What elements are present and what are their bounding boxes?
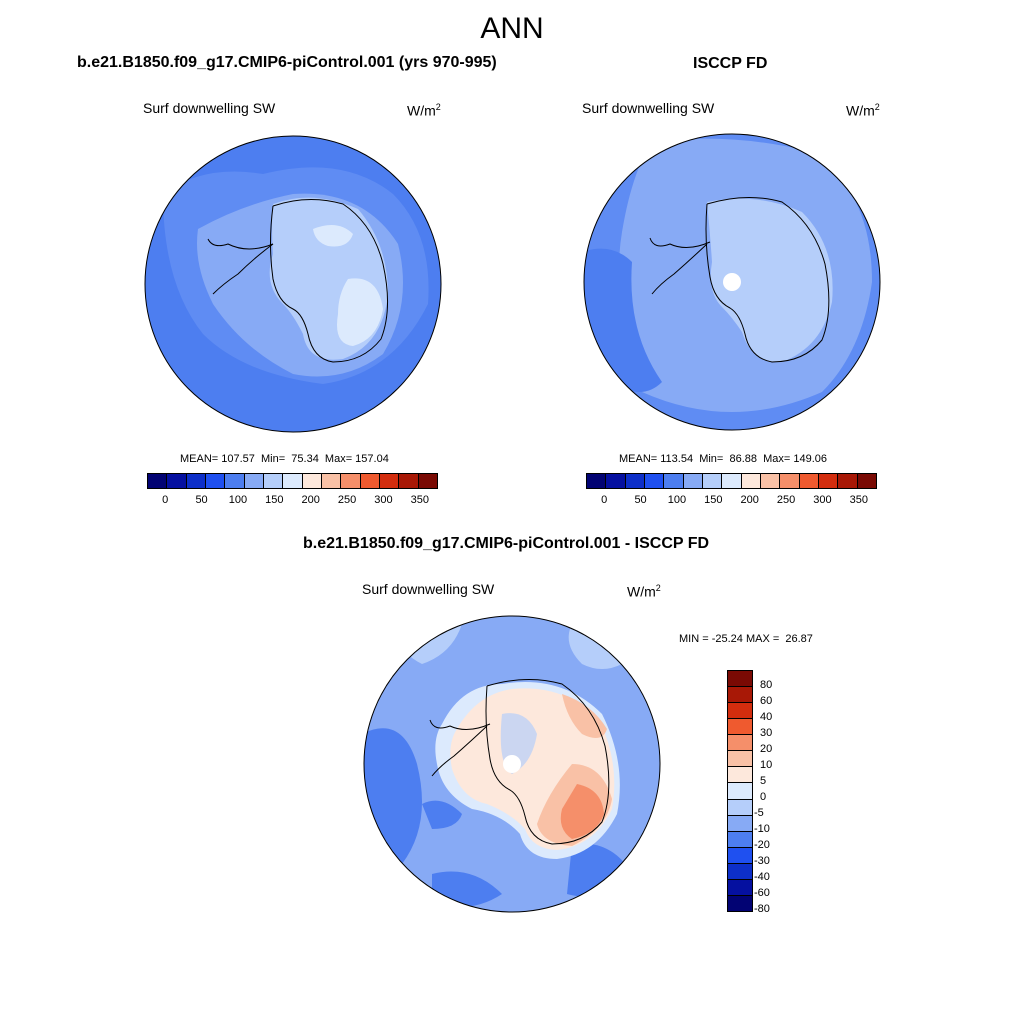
colorbar-swatch — [625, 474, 645, 488]
right-units-label: W/m2 — [846, 102, 880, 119]
colorbar-swatch — [728, 751, 752, 768]
colorbar-swatch — [728, 847, 752, 864]
colorbar-tick-label: 40 — [760, 711, 773, 723]
right-colorbar — [586, 473, 877, 489]
diff-colorbar — [727, 670, 753, 912]
colorbar-swatch — [728, 767, 752, 784]
colorbar-swatch — [702, 474, 723, 488]
colorbar-swatch — [728, 863, 752, 880]
colorbar-swatch — [341, 474, 361, 488]
colorbar-tick-label: 50 — [195, 494, 208, 506]
colorbar-tick-label: 200 — [740, 494, 759, 506]
colorbar-swatch — [728, 895, 752, 911]
colorbar-swatch — [186, 474, 206, 488]
colorbar-tick-label: 350 — [849, 494, 868, 506]
colorbar-swatch — [760, 474, 781, 488]
colorbar-tick-label: 0 — [601, 494, 608, 506]
colorbar-swatch — [321, 474, 342, 488]
colorbar-tick-label: 50 — [634, 494, 647, 506]
colorbar-tick-label: 350 — [410, 494, 429, 506]
colorbar-swatch — [360, 474, 380, 488]
diff-variable-label: Surf downwelling SW — [362, 581, 495, 597]
right-variable-label: Surf downwelling SW — [582, 100, 715, 116]
colorbar-tick-label: 100 — [667, 494, 687, 506]
colorbar-tick-label: 150 — [704, 494, 723, 506]
colorbar-tick-label: -10 — [754, 823, 770, 835]
colorbar-swatch — [818, 474, 839, 488]
right-polar-map — [583, 133, 881, 431]
left-units-label: W/m2 — [407, 102, 441, 119]
colorbar-swatch — [379, 474, 400, 488]
colorbar-tick-label: -20 — [754, 839, 770, 851]
left-panel-title: b.e21.B1850.f09_g17.CMIP6-piControl.001 … — [77, 54, 497, 71]
colorbar-tick-label: 200 — [301, 494, 320, 506]
colorbar-tick-label: 250 — [337, 494, 357, 506]
colorbar-swatch — [606, 474, 626, 488]
colorbar-tick-label: 0 — [760, 791, 767, 803]
colorbar-swatch — [225, 474, 245, 488]
colorbar-swatch — [728, 719, 752, 736]
colorbar-swatch — [644, 474, 665, 488]
colorbar-swatch — [283, 474, 303, 488]
diff-stats: MIN = -25.24 MAX = 26.87 — [679, 633, 813, 645]
colorbar-swatch — [728, 799, 752, 816]
colorbar-swatch — [302, 474, 322, 488]
colorbar-tick-label: 150 — [265, 494, 284, 506]
colorbar-swatch — [728, 703, 752, 720]
colorbar-tick-label: 10 — [760, 759, 773, 771]
colorbar-swatch — [205, 474, 226, 488]
colorbar-swatch — [799, 474, 819, 488]
colorbar-swatch — [857, 474, 876, 488]
main-title: ANN — [480, 12, 544, 45]
colorbar-swatch — [418, 474, 437, 488]
colorbar-swatch — [587, 474, 607, 488]
colorbar-swatch — [244, 474, 264, 488]
colorbar-tick-label: 300 — [813, 494, 832, 506]
colorbar-swatch — [728, 831, 752, 848]
colorbar-tick-label: 5 — [760, 775, 767, 787]
colorbar-swatch — [838, 474, 858, 488]
diff-colorbar-ticks: 80 60 40 30 20 10 5 0 -5 -10 -20 -30 -40 -60 -80 — [754, 670, 800, 915]
colorbar-swatch — [728, 815, 752, 832]
colorbar-tick-label: -30 — [754, 855, 770, 867]
colorbar-swatch — [728, 671, 752, 688]
left-colorbar-ticks: 0 50 100 150 200 250 300 350 — [147, 494, 438, 508]
colorbar-swatch — [728, 687, 752, 704]
colorbar-swatch — [728, 735, 752, 752]
colorbar-swatch — [399, 474, 419, 488]
colorbar-tick-label: 0 — [162, 494, 169, 506]
colorbar-tick-label: 30 — [760, 727, 773, 739]
colorbar-swatch — [683, 474, 703, 488]
colorbar-swatch — [148, 474, 168, 488]
colorbar-tick-label: -40 — [754, 871, 770, 883]
left-colorbar — [147, 473, 438, 489]
right-panel-title: ISCCP FD — [693, 55, 768, 72]
colorbar-tick-label: 100 — [228, 494, 248, 506]
left-variable-label: Surf downwelling SW — [143, 100, 276, 116]
colorbar-tick-label: 250 — [776, 494, 796, 506]
colorbar-tick-label: -80 — [754, 903, 770, 915]
diff-units-label: W/m2 — [627, 583, 661, 600]
colorbar-swatch — [741, 474, 761, 488]
colorbar-swatch — [263, 474, 284, 488]
colorbar-tick-label: -5 — [754, 807, 764, 819]
colorbar-swatch — [728, 783, 752, 800]
colorbar-swatch — [780, 474, 800, 488]
left-polar-map — [144, 135, 442, 433]
colorbar-tick-label: 300 — [374, 494, 393, 506]
colorbar-tick-label: 80 — [760, 679, 773, 691]
colorbar-swatch — [664, 474, 684, 488]
colorbar-tick-label: 60 — [760, 695, 773, 707]
colorbar-swatch — [167, 474, 187, 488]
colorbar-tick-label: 20 — [760, 743, 773, 755]
colorbar-swatch — [728, 879, 752, 896]
diff-panel-title: b.e21.B1850.f09_g17.CMIP6-piControl.001 … — [303, 535, 710, 552]
left-stats: MEAN= 107.57 Min= 75.34 Max= 157.04 — [180, 453, 389, 465]
colorbar-swatch — [722, 474, 742, 488]
diff-polar-map — [363, 615, 661, 913]
right-stats: MEAN= 113.54 Min= 86.88 Max= 149.06 — [619, 453, 828, 465]
right-colorbar-ticks: 0 50 100 150 200 250 300 350 — [586, 494, 877, 508]
colorbar-tick-label: -60 — [754, 887, 770, 899]
